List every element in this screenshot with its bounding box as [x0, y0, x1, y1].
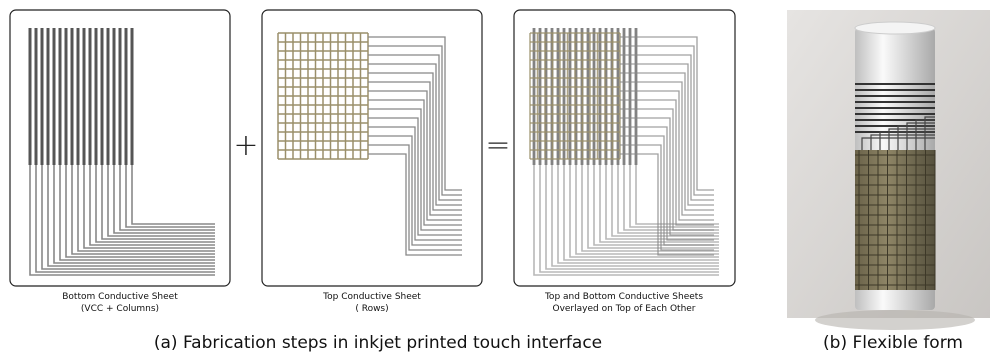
figure: + = Bottom Conductive Sheet (VCC + Colum…: [0, 0, 1001, 355]
page: + = Bottom Conductive Sheet (VCC + Colum…: [0, 0, 1001, 355]
photo-shadow: [815, 310, 975, 330]
panel-caption: Overlayed on Top of Each Other: [552, 304, 695, 314]
operator: +: [233, 128, 258, 163]
panel-caption: ( Rows): [355, 304, 388, 314]
panel-caption: Top and Bottom Conductive Sheets: [544, 292, 703, 302]
subcaption: (b) Flexible form: [823, 333, 963, 353]
cylinder-grid: [855, 150, 935, 290]
operator: =: [485, 128, 510, 163]
panel-caption: (VCC + Columns): [81, 304, 159, 314]
cylinder-top: [855, 22, 935, 34]
subcaption: (a) Fabrication steps in inkjet printed …: [154, 333, 602, 353]
panel-caption: Bottom Conductive Sheet: [62, 292, 178, 302]
panel-caption: Top Conductive Sheet: [322, 292, 421, 302]
